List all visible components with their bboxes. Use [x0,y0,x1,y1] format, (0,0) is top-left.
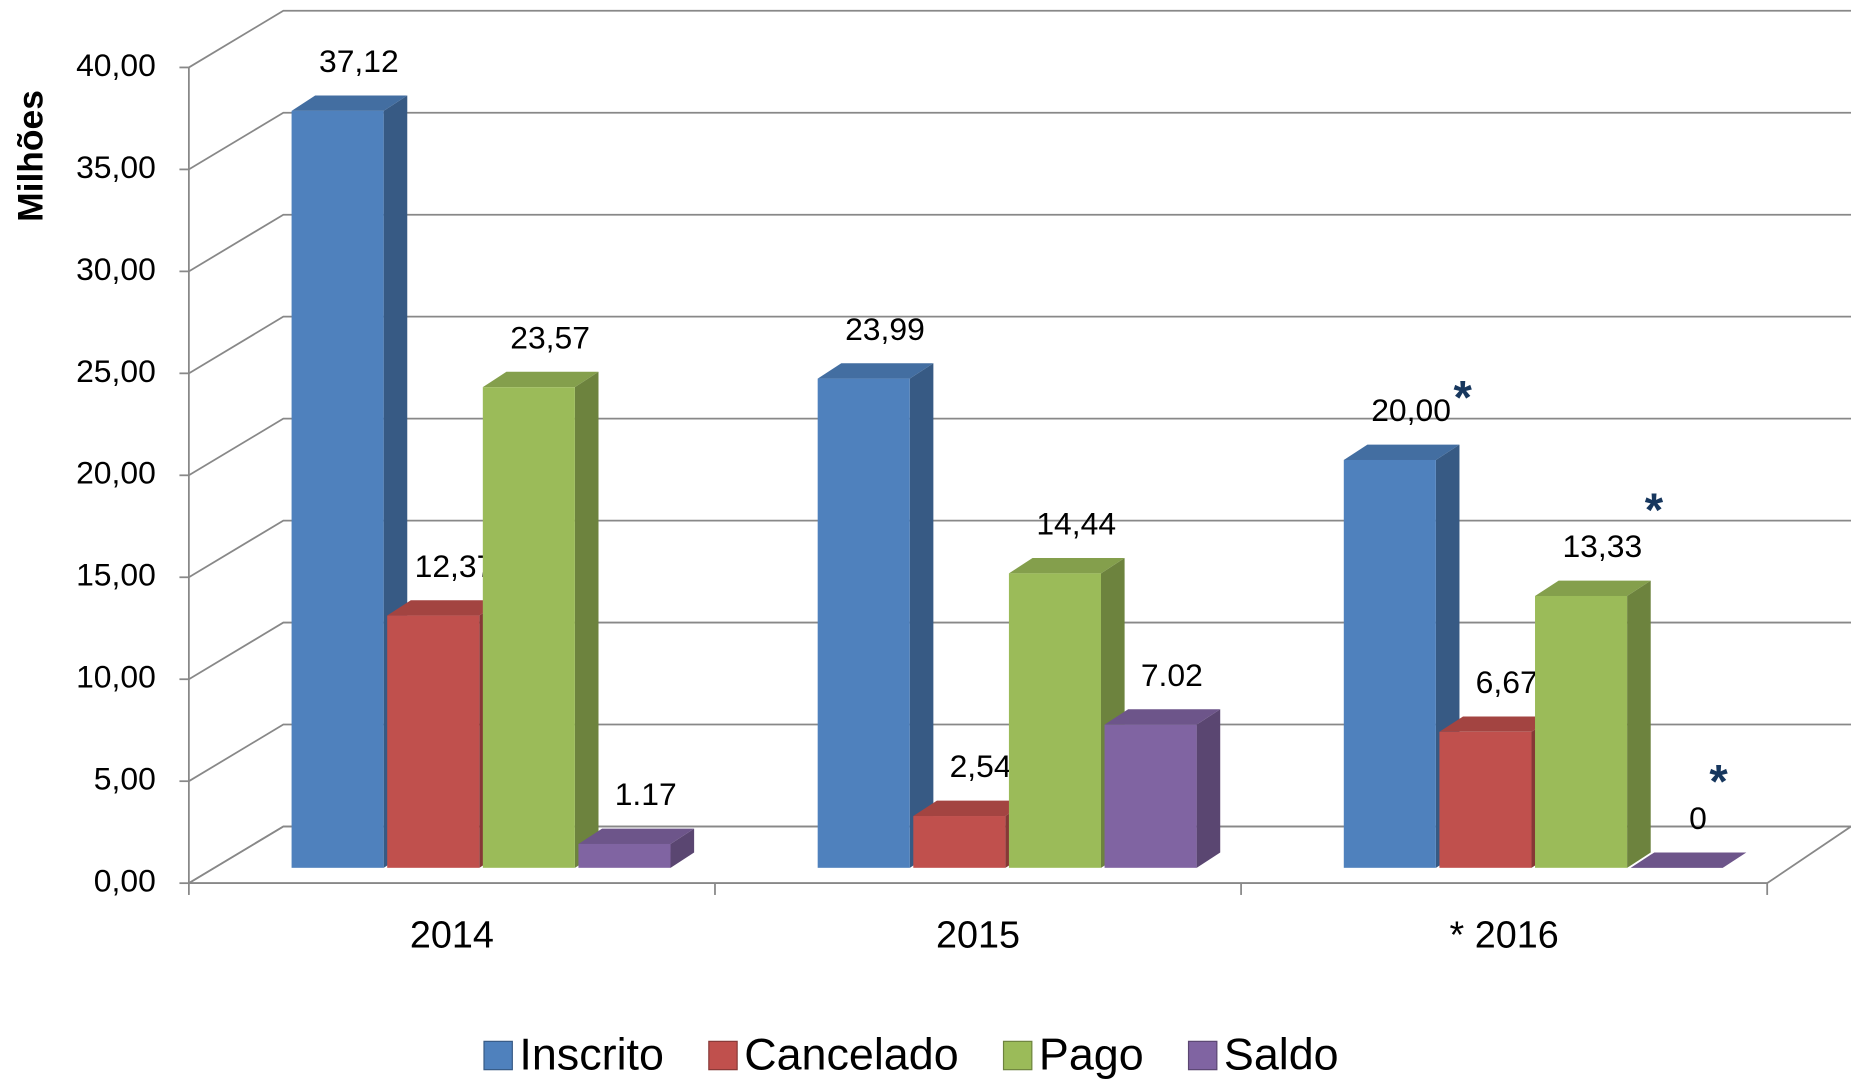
data-label: 23,57 [510,319,590,355]
bar [1104,724,1197,868]
data-label: 6,67 [1476,664,1538,700]
bar-top [913,800,1029,817]
bar-top [1343,444,1460,460]
note-mark: * [1709,756,1728,809]
data-label: 2,54 [950,748,1012,784]
bar-top [291,95,408,111]
y-tick-label: 20,00 [76,455,156,491]
y-axis-title: Milhões [10,90,50,222]
bar-top [1535,580,1651,596]
y-tick-label: 0,00 [94,863,156,899]
grid-line [188,519,1851,579]
y-tick-label: 35,00 [76,149,156,185]
bar [1343,459,1436,868]
y-tick-label: 10,00 [76,659,156,695]
bar-top [482,371,599,388]
legend-swatch [483,1040,513,1071]
grid-line [188,315,1851,375]
bar-top [1104,709,1221,725]
bar-top [1439,716,1556,732]
note-mark: * [1645,484,1664,537]
grid-line [188,417,1851,477]
data-label: 20,00 [1371,392,1451,428]
y-tick-label: 5,00 [94,761,156,797]
bar-top [1008,557,1125,574]
legend-swatch [708,1040,738,1071]
grid-line [188,213,1851,273]
bar-side [1196,709,1221,868]
bar-side [909,363,934,868]
bar-top [387,600,503,616]
bar [291,110,384,868]
legend-swatch [1187,1040,1218,1071]
bar-side [1627,580,1651,868]
data-label: 12,37 [415,548,495,584]
bar-top [817,363,934,379]
data-label: 0 [1689,800,1707,836]
grid-line [188,9,1851,69]
bar-side [574,371,599,868]
x-tick-label: 2015 [936,914,1020,956]
bar [817,378,910,868]
legend-label: Saldo [1224,1029,1339,1080]
y-tick-label: 40,00 [76,47,156,83]
data-label: 1.17 [615,776,677,812]
legend-swatch [1002,1040,1033,1071]
bar [482,387,575,868]
grid-line [188,111,1851,171]
legend-label: Pago [1039,1029,1144,1080]
y-tick-label: 30,00 [76,251,156,287]
data-label: 23,99 [845,311,925,347]
data-label: 14,44 [1036,506,1116,542]
bar [1008,573,1101,868]
bar-top [578,828,695,844]
y-tick-label: 25,00 [76,353,156,389]
data-label: 7.02 [1141,657,1203,693]
bar [1439,731,1532,868]
bar [1535,595,1628,868]
x-tick-label: * 2016 [1450,914,1559,956]
grid-line [188,723,1851,782]
data-label: 37,12 [319,43,399,79]
bar [578,843,671,868]
grid-line [188,825,1851,884]
y-tick-label: 15,00 [76,557,156,593]
bar-top [1630,852,1747,868]
x-tick-label: 2014 [410,914,494,956]
data-label: 13,33 [1562,528,1642,564]
legend-label: Inscrito [519,1029,664,1080]
legend-label: Cancelado [744,1029,958,1080]
note-mark: * [1454,371,1473,424]
bar-side [670,828,695,868]
grid-line [188,621,1851,680]
bar [913,816,1006,868]
bar [387,615,480,868]
